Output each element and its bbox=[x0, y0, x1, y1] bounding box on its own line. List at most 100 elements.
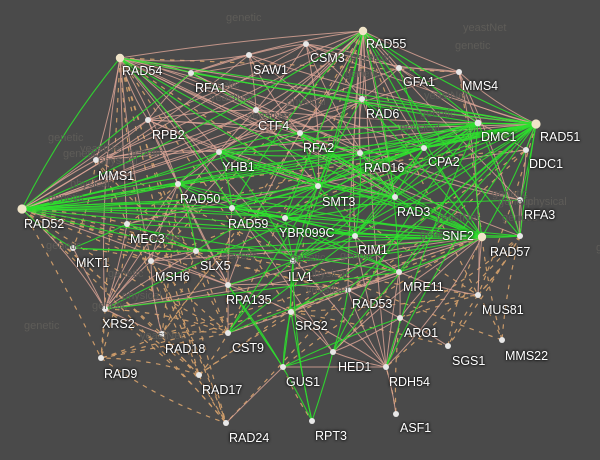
graph-edge[interactable] bbox=[398, 271, 479, 296]
graph-edge[interactable] bbox=[21, 43, 307, 210]
graph-edge[interactable] bbox=[398, 67, 479, 124]
graph-node[interactable] bbox=[288, 309, 294, 315]
graph-node[interactable] bbox=[499, 337, 505, 343]
graph-edge[interactable] bbox=[161, 331, 229, 335]
graph-edge[interactable] bbox=[95, 119, 149, 161]
graph-edge[interactable] bbox=[284, 196, 396, 219]
graph-edge[interactable] bbox=[102, 57, 121, 310]
graph-node[interactable] bbox=[358, 26, 368, 36]
graph-node[interactable] bbox=[445, 343, 451, 349]
graph-edge[interactable] bbox=[299, 132, 361, 154]
graph-edge[interactable] bbox=[284, 30, 364, 219]
graph-edge[interactable] bbox=[519, 123, 537, 201]
graph-edge[interactable] bbox=[347, 149, 527, 291]
graph-edge[interactable] bbox=[385, 123, 537, 368]
graph-edge[interactable] bbox=[332, 236, 483, 353]
graph-node[interactable] bbox=[225, 282, 231, 288]
graph-node[interactable] bbox=[223, 420, 229, 426]
graph-node[interactable] bbox=[124, 221, 130, 227]
graph-edge[interactable] bbox=[292, 185, 319, 262]
graph-edge[interactable] bbox=[284, 217, 294, 262]
graph-edge[interactable] bbox=[394, 123, 537, 198]
graph-edge[interactable] bbox=[177, 123, 537, 185]
graph-edge[interactable] bbox=[126, 223, 483, 238]
graph-edge[interactable] bbox=[248, 54, 301, 134]
graph-node[interactable] bbox=[359, 96, 365, 102]
graph-edge[interactable] bbox=[354, 235, 387, 368]
graph-edge[interactable] bbox=[227, 284, 284, 368]
graph-edge[interactable] bbox=[119, 54, 250, 62]
graph-edge[interactable] bbox=[359, 152, 483, 238]
graph-edge[interactable] bbox=[126, 223, 227, 424]
graph-edge[interactable] bbox=[394, 147, 425, 198]
graph-node[interactable] bbox=[102, 306, 108, 312]
graph-edge[interactable] bbox=[231, 30, 364, 209]
graph-edge[interactable] bbox=[231, 207, 294, 262]
graph-edge[interactable] bbox=[305, 43, 460, 73]
graph-edge[interactable] bbox=[104, 308, 200, 376]
graph-edge[interactable] bbox=[248, 43, 307, 56]
graph-edge[interactable] bbox=[104, 30, 364, 310]
graph-edge[interactable] bbox=[354, 196, 396, 237]
graph-edge[interactable] bbox=[359, 152, 396, 198]
graph-edge[interactable] bbox=[361, 98, 537, 125]
graph-node[interactable] bbox=[159, 331, 165, 337]
graph-edge[interactable] bbox=[347, 123, 537, 291]
graph-edge[interactable] bbox=[225, 366, 284, 424]
graph-edge[interactable] bbox=[190, 30, 364, 74]
graph-edge[interactable] bbox=[21, 67, 400, 210]
graph-edge[interactable] bbox=[231, 123, 537, 209]
graph-edge[interactable] bbox=[21, 30, 364, 210]
graph-edge[interactable] bbox=[21, 72, 192, 210]
graph-edge[interactable] bbox=[227, 284, 292, 313]
graph-edge[interactable] bbox=[177, 183, 233, 209]
graph-edge[interactable] bbox=[477, 123, 537, 296]
graph-edge[interactable] bbox=[72, 159, 97, 249]
graph-node[interactable] bbox=[216, 149, 222, 155]
graph-node[interactable] bbox=[193, 248, 199, 254]
graph-edge[interactable] bbox=[119, 30, 364, 59]
graph-edge[interactable] bbox=[305, 43, 396, 198]
graph-node[interactable] bbox=[70, 245, 76, 251]
graph-edge[interactable] bbox=[95, 159, 197, 252]
graph-node[interactable] bbox=[175, 181, 181, 187]
graph-edge[interactable] bbox=[119, 57, 483, 238]
graph-edge[interactable] bbox=[100, 57, 121, 359]
graph-edge[interactable] bbox=[119, 57, 233, 209]
graph-edge[interactable] bbox=[72, 247, 197, 252]
graph-edge[interactable] bbox=[284, 185, 319, 219]
graph-edge[interactable] bbox=[198, 374, 227, 424]
graph-node[interactable] bbox=[253, 107, 259, 113]
graph-edge[interactable] bbox=[95, 109, 257, 161]
graph-node[interactable] bbox=[517, 233, 523, 239]
graph-edge[interactable] bbox=[305, 43, 320, 187]
graph-edge[interactable] bbox=[477, 235, 521, 296]
graph-edge[interactable] bbox=[104, 308, 229, 334]
graph-edge[interactable] bbox=[299, 30, 364, 134]
graph-node[interactable] bbox=[229, 205, 235, 211]
graph-edge[interactable] bbox=[195, 236, 483, 252]
graph-edge[interactable] bbox=[292, 122, 479, 262]
graph-edge[interactable] bbox=[305, 43, 537, 125]
graph-edge[interactable] bbox=[161, 30, 364, 335]
graph-edge[interactable] bbox=[119, 57, 479, 296]
graph-node[interactable] bbox=[282, 215, 288, 221]
graph-edge[interactable] bbox=[305, 43, 363, 100]
graph-edge[interactable] bbox=[332, 351, 387, 368]
graph-edge[interactable] bbox=[292, 147, 425, 262]
graph-node[interactable] bbox=[475, 292, 481, 298]
graph-edge[interactable] bbox=[104, 151, 220, 310]
graph-edge[interactable] bbox=[218, 123, 537, 153]
graph-node[interactable] bbox=[315, 183, 321, 189]
graph-edge[interactable] bbox=[104, 284, 229, 310]
graph-edge[interactable] bbox=[385, 122, 479, 368]
graph-edge[interactable] bbox=[147, 30, 364, 121]
graph-edge[interactable] bbox=[317, 185, 396, 198]
graph-edge[interactable] bbox=[21, 208, 74, 249]
graph-node[interactable] bbox=[345, 287, 351, 293]
graph-edge[interactable] bbox=[227, 260, 294, 286]
graph-node[interactable] bbox=[98, 355, 104, 361]
graph-edge[interactable] bbox=[248, 54, 361, 154]
graph-edge[interactable] bbox=[150, 260, 200, 376]
